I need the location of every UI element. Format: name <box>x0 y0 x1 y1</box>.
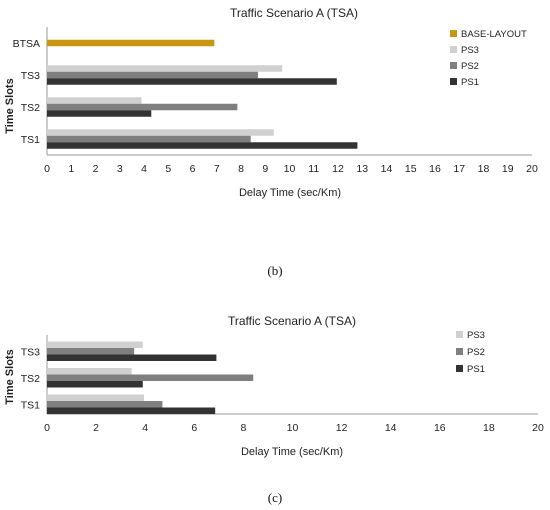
bar-ts2-ps2 <box>47 374 254 381</box>
x-tick-label: 8 <box>240 422 246 434</box>
x-tick-label: 2 <box>93 422 99 434</box>
bars-group <box>46 27 532 156</box>
y-tick-label: TS2 <box>21 102 40 114</box>
x-tick-label: 0 <box>44 422 50 434</box>
x-axis-label: Delay Time (sec/Km) <box>239 187 341 199</box>
x-tick-label: 13 <box>356 163 368 175</box>
legend-label: BASE-LAYOUT <box>461 29 527 40</box>
bar-ts1-ps2 <box>47 135 251 143</box>
bar-ts2-ps3 <box>47 97 142 104</box>
y-tick-label: TS3 <box>21 70 40 82</box>
x-tick-labels: 0 1 2 3 4 5 6 7 8 9 10 11 12 13 14 15 16 17 18 19 20 <box>44 163 538 175</box>
y-axis-label: Time Slots <box>4 349 16 404</box>
x-tick-label: 16 <box>429 163 441 175</box>
legend-swatch-base-layout <box>450 30 457 37</box>
x-tick-label: 10 <box>287 422 299 434</box>
y-tick-label: TS3 <box>21 346 40 358</box>
x-tick-label: 18 <box>478 163 490 175</box>
y-tick-labels: TS1 TS2 TS3 <box>21 346 40 411</box>
x-tick-label: 20 <box>526 163 538 175</box>
chart-c: Traffic Scenario A (TSA) Time Slots Dela… <box>4 314 544 505</box>
x-tick-label: 18 <box>483 422 495 434</box>
x-tick-label: 4 <box>141 163 147 175</box>
bar-ts2-ps3 <box>47 368 132 375</box>
bar-ts2-ps2 <box>47 103 238 111</box>
legend-label: PS2 <box>461 61 479 72</box>
y-axis-label: Time Slots <box>4 78 16 133</box>
x-tick-label: 5 <box>165 163 171 175</box>
x-tick-label: 3 <box>117 163 123 175</box>
legend-label: PS2 <box>467 347 485 358</box>
x-tick-label: 11 <box>308 163 319 175</box>
chart-title: Traffic Scenario A (TSA) <box>228 314 356 328</box>
legend-swatch-ps3 <box>456 331 463 338</box>
bar-ts1-ps3 <box>47 394 144 401</box>
bars-group <box>46 335 538 415</box>
x-tick-label: 17 <box>453 163 465 175</box>
chart-b: Traffic Scenario A (TSA) Time Slots Dela… <box>4 6 538 278</box>
bar-ts3-ps1 <box>47 78 337 85</box>
x-tick-label: 1 <box>68 163 74 175</box>
bar-ts3-ps1 <box>47 354 217 361</box>
y-tick-label: TS2 <box>21 373 40 385</box>
x-tick-label: 14 <box>385 422 397 434</box>
bar-ts1-ps3 <box>47 129 274 136</box>
x-tick-label: 12 <box>336 422 348 434</box>
legend-swatch-ps1 <box>456 365 463 372</box>
legend-label: PS3 <box>467 330 485 341</box>
bar-ts2-ps1 <box>47 381 143 388</box>
bar-ts2-ps1 <box>47 110 152 117</box>
bar-ts1-ps1 <box>47 407 216 414</box>
legend-swatch-ps3 <box>450 46 457 53</box>
x-tick-label: 10 <box>284 163 296 175</box>
legend: PS3 PS2 PS1 <box>456 330 485 375</box>
x-tick-label: 0 <box>44 163 50 175</box>
x-tick-label: 9 <box>262 163 268 175</box>
bar-ts3-ps3 <box>47 341 143 348</box>
bar-btsa-base-layout <box>47 39 215 47</box>
legend: BASE-LAYOUT PS3 PS2 PS1 <box>450 29 527 88</box>
bar-ts3-ps2 <box>47 348 135 355</box>
x-tick-labels: 0 2 4 6 8 10 12 14 16 18 20 <box>44 422 544 434</box>
x-tick-label: 7 <box>214 163 220 175</box>
x-tick-label: 12 <box>332 163 344 175</box>
legend-swatch-ps1 <box>450 78 457 85</box>
x-tick-label: 4 <box>142 422 148 434</box>
bar-ts1-ps2 <box>47 401 163 408</box>
bar-ts3-ps3 <box>47 65 283 72</box>
legend-swatch-ps2 <box>456 348 463 355</box>
x-tick-label: 20 <box>532 422 544 434</box>
y-tick-labels: TS1 TS2 TS3 BTSA <box>13 38 41 146</box>
legend-label: PS1 <box>461 77 479 88</box>
figure-caption: (c) <box>268 490 282 505</box>
x-axis-label: Delay Time (sec/Km) <box>241 446 343 458</box>
x-tick-label: 16 <box>434 422 446 434</box>
x-tick-label: 6 <box>190 163 196 175</box>
x-tick-label: 15 <box>405 163 417 175</box>
bar-ts3-ps2 <box>47 71 258 79</box>
x-tick-label: 2 <box>93 163 99 175</box>
legend-label: PS3 <box>461 45 479 56</box>
y-tick-label: TS1 <box>21 134 40 146</box>
legend-label: PS1 <box>467 364 485 375</box>
x-tick-label: 6 <box>191 422 197 434</box>
x-tick-label: 19 <box>502 163 514 175</box>
figure-caption: (b) <box>267 263 282 278</box>
y-tick-label: TS1 <box>21 399 40 411</box>
x-tick-label: 8 <box>238 163 244 175</box>
chart-title: Traffic Scenario A (TSA) <box>230 6 358 20</box>
x-tick-label: 14 <box>381 163 393 175</box>
legend-swatch-ps2 <box>450 62 457 69</box>
bar-ts1-ps1 <box>47 142 358 149</box>
y-tick-label: BTSA <box>13 38 40 50</box>
